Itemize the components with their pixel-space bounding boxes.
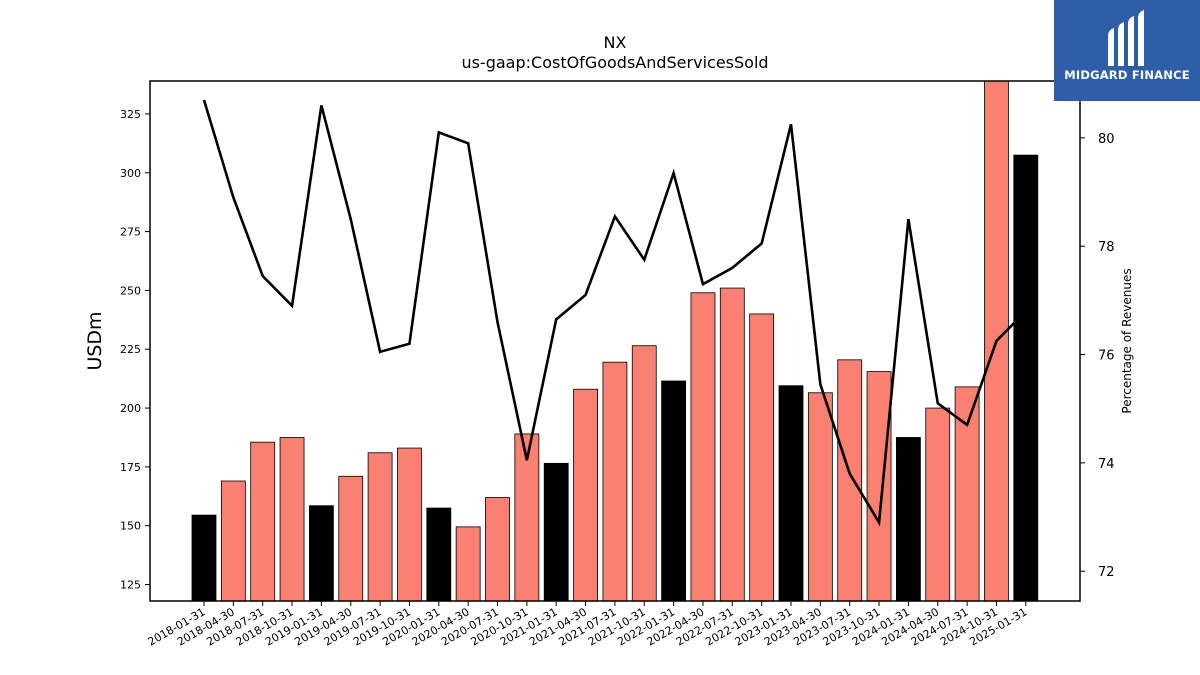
y-tick-label-300: 300: [120, 167, 141, 180]
y-axis-right: 72 74 76 78 80: [1080, 132, 1115, 580]
y-tick-label-250: 250: [120, 284, 141, 297]
bar-2021-01-31: [543, 462, 569, 602]
y-tick-label-275: 275: [120, 226, 141, 239]
y2-axis-label: Percentage of Revenues: [1120, 268, 1134, 413]
bar-2025-01-31: [1013, 154, 1039, 602]
x-axis: 2018-01-312018-04-302018-07-312018-10-31…: [146, 601, 1029, 649]
chart-subtitle: us-gaap:CostOfGoodsAndServicesSold: [461, 53, 768, 72]
bar-2024-01-31: [896, 437, 921, 602]
y-axis-left: 125 150 175 200 225 250 275 300 325: [120, 108, 150, 592]
y2-tick-label-80: 80: [1098, 132, 1115, 147]
bar-2023-04-30: [807, 392, 833, 602]
bar-2020-04-30: [455, 526, 481, 602]
y-tick-label-175: 175: [120, 461, 141, 474]
line-series: [202, 99, 1027, 527]
bar-2018-04-30: [220, 480, 246, 602]
bar-2021-10-31: [631, 345, 657, 602]
bar-2019-04-30: [338, 475, 364, 602]
y2-tick-label-72: 72: [1098, 565, 1115, 580]
chart-title: NX: [604, 33, 627, 52]
logo-text: MIDGARD FINANCE: [1064, 68, 1190, 82]
bar-2021-07-31: [602, 361, 628, 602]
bar-series: [191, 80, 1039, 602]
percentage-line: [202, 99, 1027, 527]
y-tick-label-325: 325: [120, 108, 141, 121]
bar-2024-04-30: [925, 407, 951, 602]
bar-2018-10-31: [279, 437, 305, 602]
y-tick-label-125: 125: [120, 579, 141, 592]
bar-2019-10-31: [397, 447, 422, 602]
brand-logo: MIDGARD FINANCE: [1054, 0, 1200, 101]
logo-mark-icon: [1108, 10, 1144, 66]
bar-2020-07-31: [485, 497, 510, 602]
bar-2019-01-31: [308, 505, 334, 602]
bar-2018-07-31: [250, 441, 276, 602]
bar-2022-04-30: [690, 292, 716, 602]
bar-2020-01-31: [426, 507, 452, 602]
bar-2022-01-31: [661, 380, 686, 602]
bar-2023-01-31: [778, 385, 804, 602]
y-tick-label-200: 200: [120, 402, 141, 415]
y2-tick-label-74: 74: [1098, 457, 1115, 472]
bar-2022-10-31: [749, 313, 775, 602]
y2-tick-label-76: 76: [1098, 349, 1115, 364]
y2-tick-label-78: 78: [1098, 240, 1115, 255]
bar-2021-04-30: [573, 388, 598, 602]
y-axis-label: USDm: [84, 311, 106, 370]
bar-2018-01-31: [191, 514, 217, 602]
bar-2022-07-31: [719, 287, 745, 602]
y-tick-label-150: 150: [120, 520, 141, 533]
bar-2019-07-31: [367, 452, 393, 602]
bar-2023-07-31: [837, 359, 863, 602]
bar-2023-10-31: [866, 371, 892, 602]
y-tick-label-225: 225: [120, 343, 141, 356]
bar-2020-10-31: [514, 433, 540, 602]
